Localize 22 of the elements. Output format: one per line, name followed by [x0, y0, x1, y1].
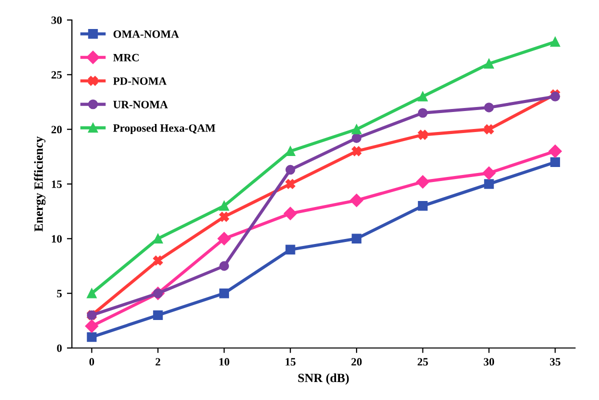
legend-label: MRC — [113, 54, 139, 62]
x-tick-label: 15 — [286, 358, 296, 366]
x-axis-title: SNR (dB) — [298, 373, 349, 385]
y-tick-label: 25 — [52, 71, 62, 79]
y-axis-title: Energy Efficiency — [34, 136, 46, 232]
y-tick-label: 10 — [52, 235, 62, 243]
y-tick-label: 30 — [51, 16, 62, 24]
x-tick-label: 20 — [351, 358, 362, 366]
legend-label: OMA-NOMA — [114, 30, 179, 38]
x-tick-label: 10 — [219, 358, 230, 366]
y-tick-label: 5 — [57, 290, 62, 298]
legend-label: PD-NOMA — [113, 77, 167, 85]
legend-label: Proposed Hexa-QAM — [113, 124, 216, 134]
y-tick-label: 15 — [52, 180, 62, 188]
y-tick-label: 0 — [57, 344, 62, 352]
legend-label: UR-NOMA — [113, 100, 168, 108]
x-tick-label: 0 — [89, 358, 94, 366]
x-tick-label: 2 — [156, 358, 160, 366]
y-tick-label: 20 — [52, 126, 62, 134]
x-tick-label: 25 — [418, 358, 428, 366]
x-tick-label: 30 — [484, 358, 494, 366]
x-tick-label: 35 — [550, 358, 560, 366]
